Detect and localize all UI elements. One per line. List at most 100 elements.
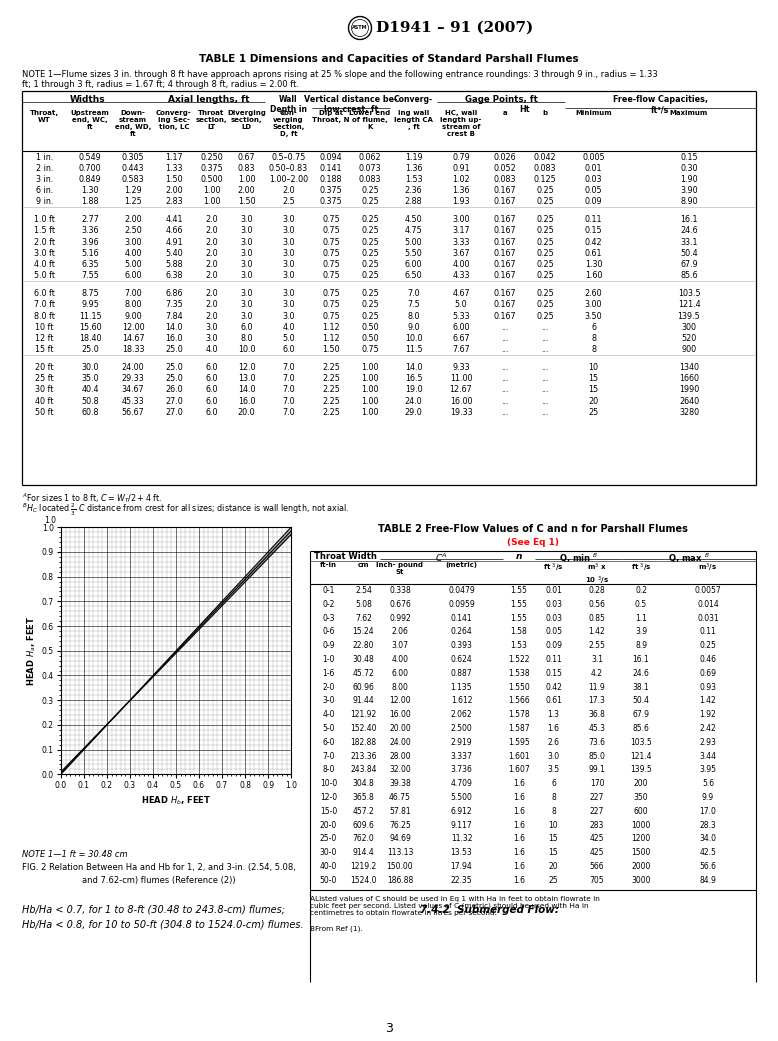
Text: 1.595: 1.595 [508, 738, 530, 746]
Text: 8.00: 8.00 [391, 683, 408, 691]
Text: 1.566: 1.566 [508, 696, 530, 706]
Text: ...: ... [501, 363, 509, 372]
Text: 25-0: 25-0 [320, 835, 337, 843]
Text: 1.60: 1.60 [585, 272, 602, 280]
Text: 50-0: 50-0 [320, 875, 337, 885]
Text: 2.0: 2.0 [205, 237, 218, 247]
Text: Minimum: Minimum [575, 110, 612, 116]
Text: 0.167: 0.167 [494, 301, 517, 309]
Text: 0.031: 0.031 [697, 613, 719, 623]
Text: ...: ... [541, 334, 548, 342]
Text: 19.33: 19.33 [450, 408, 472, 416]
Text: 36.8: 36.8 [589, 710, 605, 719]
Text: TABLE 1 Dimensions and Capacities of Standard Parshall Flumes: TABLE 1 Dimensions and Capacities of Sta… [199, 54, 579, 64]
Text: 0.25: 0.25 [536, 272, 554, 280]
Text: 0.75: 0.75 [322, 311, 340, 321]
Text: 11.9: 11.9 [589, 683, 605, 691]
Text: 2.0: 2.0 [205, 227, 218, 235]
Text: 50.4: 50.4 [633, 696, 650, 706]
Text: 4.66: 4.66 [165, 227, 183, 235]
Text: 2.25: 2.25 [322, 363, 340, 372]
Text: 25 ft: 25 ft [35, 375, 54, 383]
Text: 6.0: 6.0 [205, 363, 218, 372]
Text: 16.1: 16.1 [680, 215, 698, 224]
Text: 1.00: 1.00 [361, 397, 379, 406]
Text: 1.55: 1.55 [510, 586, 527, 595]
Text: 1.88: 1.88 [81, 198, 99, 206]
Text: 1.6: 1.6 [513, 848, 525, 857]
Text: 15: 15 [588, 385, 598, 395]
Text: cm: cm [358, 562, 370, 568]
Text: 600: 600 [634, 807, 648, 816]
Text: 6.0: 6.0 [205, 385, 218, 395]
Text: 2.50: 2.50 [124, 227, 142, 235]
Text: 6.86: 6.86 [165, 289, 183, 298]
Text: 9.33: 9.33 [452, 363, 470, 372]
Text: 103.5: 103.5 [678, 289, 700, 298]
Text: 50.4: 50.4 [680, 249, 698, 258]
Text: 283: 283 [590, 820, 605, 830]
Text: 56.6: 56.6 [699, 862, 717, 871]
Text: 1.58: 1.58 [510, 628, 527, 636]
Text: 103.5: 103.5 [630, 738, 652, 746]
Text: 1.538: 1.538 [508, 668, 530, 678]
Text: 0.83: 0.83 [238, 163, 255, 173]
Text: 2.0: 2.0 [205, 249, 218, 258]
Text: 9.95: 9.95 [81, 301, 99, 309]
Text: 0.01: 0.01 [585, 163, 602, 173]
Text: 6.38: 6.38 [165, 272, 183, 280]
Text: 2.0: 2.0 [282, 186, 295, 195]
Text: 11.15: 11.15 [79, 311, 101, 321]
Text: 0.15: 0.15 [680, 152, 698, 161]
Text: 0.167: 0.167 [494, 249, 517, 258]
Text: 15-0: 15-0 [320, 807, 337, 816]
Text: 1.00: 1.00 [361, 385, 379, 395]
Text: 0.69: 0.69 [699, 668, 717, 678]
Text: 227: 227 [590, 807, 605, 816]
Text: 0.11: 0.11 [585, 215, 602, 224]
Text: 0-6: 0-6 [322, 628, 335, 636]
Text: ft $^3$/s: ft $^3$/s [631, 562, 651, 575]
Text: 7.0: 7.0 [282, 385, 295, 395]
Text: 350: 350 [634, 793, 648, 802]
Text: 2.0: 2.0 [205, 301, 218, 309]
Text: 15.24: 15.24 [352, 628, 374, 636]
Text: 1.53: 1.53 [405, 175, 422, 184]
Text: 20.00: 20.00 [389, 723, 411, 733]
Text: 6.00: 6.00 [405, 260, 422, 269]
Text: 1.42: 1.42 [589, 628, 605, 636]
Text: 0.083: 0.083 [494, 175, 517, 184]
Text: Throat
section,
LT: Throat section, LT [196, 110, 227, 130]
Text: 1.0: 1.0 [44, 515, 56, 525]
Text: 3.0: 3.0 [282, 227, 295, 235]
Text: 139.5: 139.5 [630, 765, 652, 775]
Text: 0.05: 0.05 [545, 628, 562, 636]
Text: 520: 520 [682, 334, 696, 342]
Text: ASTM: ASTM [352, 25, 368, 30]
Text: 0.073: 0.073 [359, 163, 381, 173]
Text: 10.0: 10.0 [238, 346, 255, 354]
Text: 19.0: 19.0 [405, 385, 422, 395]
Text: 5.08: 5.08 [355, 600, 372, 609]
Text: 5.500: 5.500 [450, 793, 472, 802]
Text: 1340: 1340 [679, 363, 699, 372]
Text: 4.709: 4.709 [450, 780, 472, 788]
Text: 170: 170 [590, 780, 605, 788]
Text: 3.50: 3.50 [585, 311, 602, 321]
Text: 457.2: 457.2 [352, 807, 374, 816]
Text: 7.0: 7.0 [407, 289, 420, 298]
Text: 0.11: 0.11 [699, 628, 717, 636]
Text: 8: 8 [551, 807, 555, 816]
Text: 0.25: 0.25 [536, 227, 554, 235]
Text: ...: ... [541, 397, 548, 406]
Text: 0.2: 0.2 [635, 586, 647, 595]
Text: 0.50: 0.50 [361, 323, 379, 332]
Text: 3000: 3000 [631, 875, 650, 885]
Text: 17.3: 17.3 [589, 696, 605, 706]
Text: Throat Width: Throat Width [314, 552, 377, 561]
Text: Ht: Ht [520, 105, 531, 115]
Text: Con-
verging
Section,
D, ft: Con- verging Section, D, ft [272, 110, 305, 137]
Text: 8.00: 8.00 [124, 301, 142, 309]
Text: ...: ... [501, 346, 509, 354]
Text: 6.0: 6.0 [205, 375, 218, 383]
